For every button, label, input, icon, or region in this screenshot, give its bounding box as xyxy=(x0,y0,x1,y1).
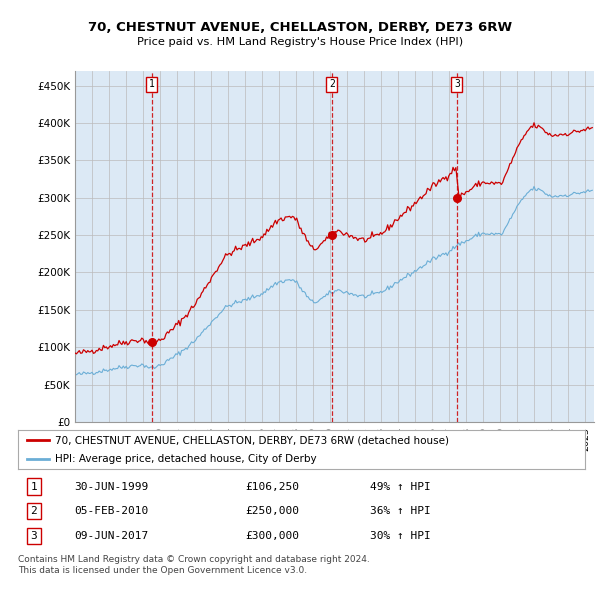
Text: £300,000: £300,000 xyxy=(245,531,299,541)
Text: 70, CHESTNUT AVENUE, CHELLASTON, DERBY, DE73 6RW (detached house): 70, CHESTNUT AVENUE, CHELLASTON, DERBY, … xyxy=(55,435,449,445)
Text: 3: 3 xyxy=(31,531,37,541)
Text: £106,250: £106,250 xyxy=(245,482,299,491)
Text: 36% ↑ HPI: 36% ↑ HPI xyxy=(370,506,430,516)
Text: This data is licensed under the Open Government Licence v3.0.: This data is licensed under the Open Gov… xyxy=(18,566,307,575)
Text: £250,000: £250,000 xyxy=(245,506,299,516)
Text: 70, CHESTNUT AVENUE, CHELLASTON, DERBY, DE73 6RW: 70, CHESTNUT AVENUE, CHELLASTON, DERBY, … xyxy=(88,21,512,34)
Text: HPI: Average price, detached house, City of Derby: HPI: Average price, detached house, City… xyxy=(55,454,316,464)
Text: 1: 1 xyxy=(31,482,37,491)
Text: 1: 1 xyxy=(149,79,155,89)
Text: 30-JUN-1999: 30-JUN-1999 xyxy=(75,482,149,491)
Text: Contains HM Land Registry data © Crown copyright and database right 2024.: Contains HM Land Registry data © Crown c… xyxy=(18,555,370,563)
Text: 30% ↑ HPI: 30% ↑ HPI xyxy=(370,531,430,541)
Text: 05-FEB-2010: 05-FEB-2010 xyxy=(75,506,149,516)
Text: 2: 2 xyxy=(329,79,335,89)
Text: 49% ↑ HPI: 49% ↑ HPI xyxy=(370,482,430,491)
Text: 09-JUN-2017: 09-JUN-2017 xyxy=(75,531,149,541)
Text: 2: 2 xyxy=(31,506,37,516)
Text: 3: 3 xyxy=(454,79,460,89)
Text: Price paid vs. HM Land Registry's House Price Index (HPI): Price paid vs. HM Land Registry's House … xyxy=(137,37,463,47)
